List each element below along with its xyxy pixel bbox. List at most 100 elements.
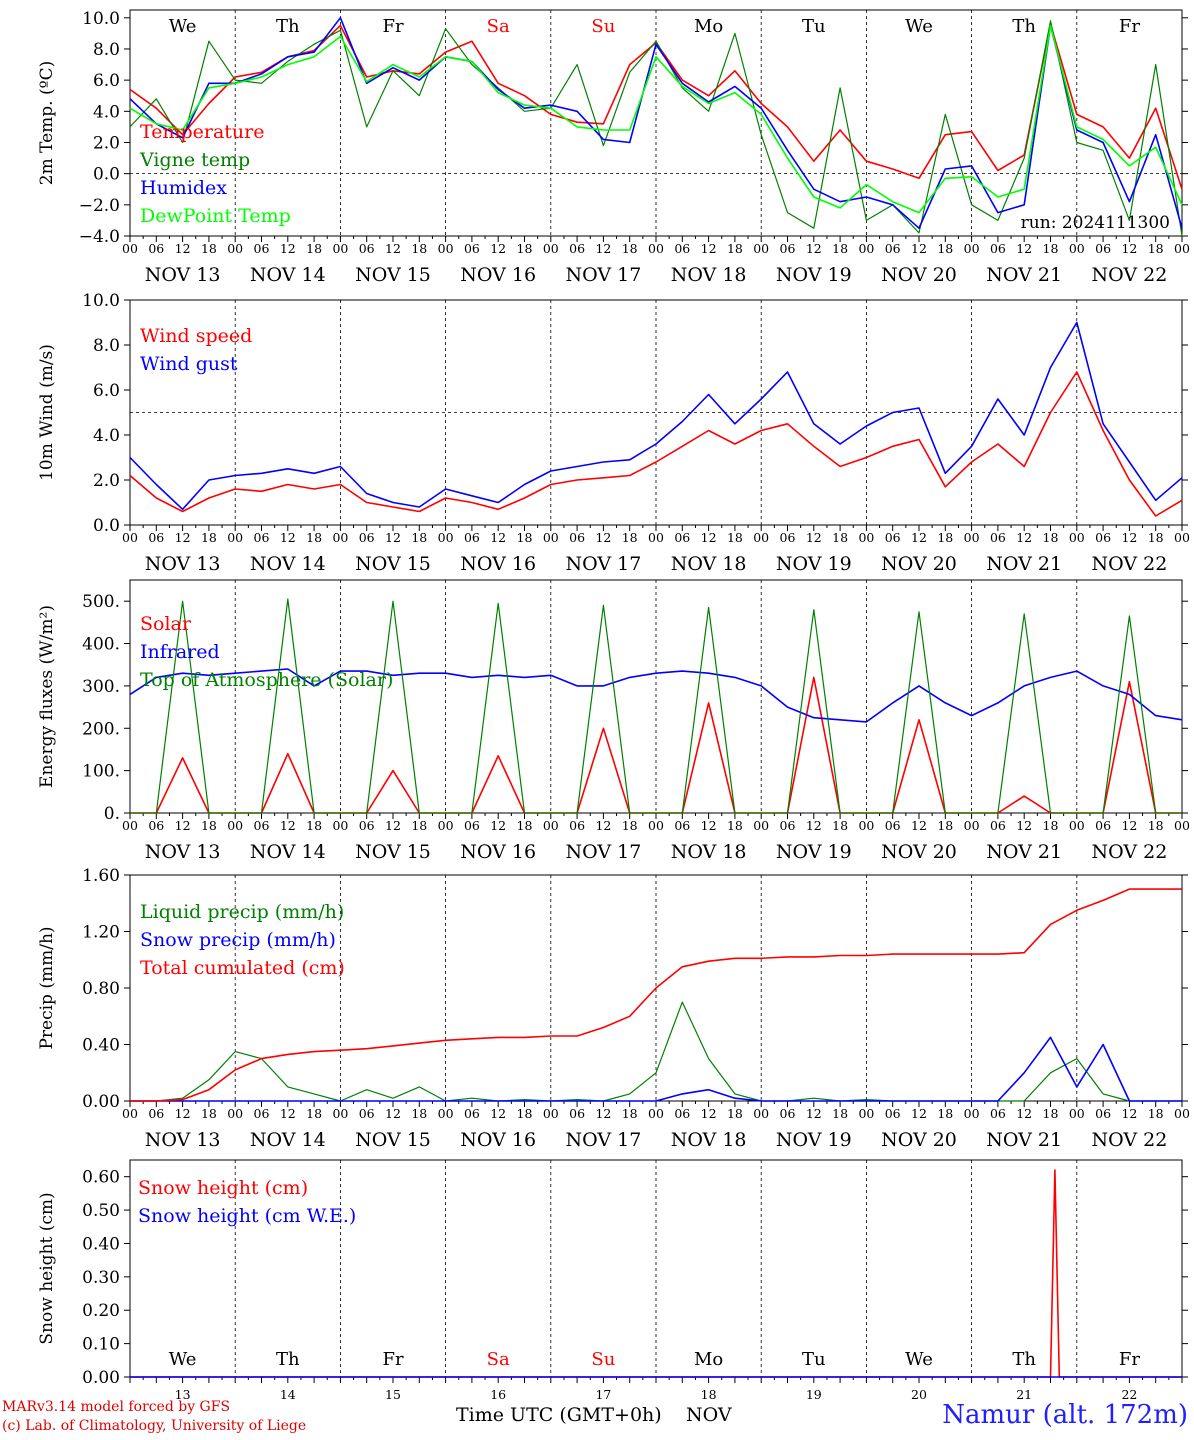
date-label: NOV 14	[250, 1129, 326, 1151]
y-tick-label: 0.00	[82, 1368, 120, 1388]
hour-label: 18	[201, 241, 217, 256]
hour-label: 06	[254, 530, 270, 545]
hour-label: 18	[411, 241, 427, 256]
hour-label: 00	[753, 241, 769, 256]
hour-label: 12	[1121, 530, 1137, 545]
hour-label: 18	[622, 818, 638, 833]
hour-label: 18	[411, 1106, 427, 1121]
legend-entry: Snow precip (mm/h)	[140, 929, 336, 951]
hour-label: 00	[227, 530, 243, 545]
weekday-label: We	[169, 1349, 197, 1370]
hour-label: 06	[885, 530, 901, 545]
day-number-label: 22	[1121, 1387, 1137, 1402]
y-axis-label: 2m Temp. (ºC)	[37, 61, 57, 186]
series-wind-speed	[129, 371, 1183, 517]
date-label: NOV 13	[145, 553, 221, 575]
hour-label: 18	[832, 818, 848, 833]
y-tick-label: 8.0	[93, 40, 120, 60]
hour-label: 12	[1016, 241, 1032, 256]
hour-label: 12	[280, 241, 296, 256]
hour-label: 06	[780, 818, 796, 833]
date-label: NOV 15	[355, 1129, 431, 1151]
date-label: NOV 13	[145, 841, 221, 863]
hour-label: 12	[490, 1106, 506, 1121]
date-label: NOV 16	[460, 1129, 536, 1151]
day-number-label: 15	[385, 1387, 401, 1402]
hour-label: 18	[306, 1106, 322, 1121]
hour-label: 00	[964, 1106, 980, 1121]
hour-label: 00	[648, 530, 664, 545]
hour-label: 12	[385, 1106, 401, 1121]
y-tick-label: 0.40	[82, 1036, 120, 1056]
hour-label: 00	[753, 1106, 769, 1121]
date-label: NOV 17	[565, 264, 641, 286]
date-label: NOV 20	[881, 553, 957, 575]
hour-label: 00	[753, 530, 769, 545]
date-label: NOV 13	[145, 1129, 221, 1151]
y-tick-label: −4.0	[79, 227, 120, 247]
y-tick-label: 200.	[82, 719, 120, 739]
hour-label: 18	[517, 1106, 533, 1121]
hour-label: 00	[438, 241, 454, 256]
day-number-label: 14	[280, 1387, 296, 1402]
series-snow-precip-mm-h	[130, 1036, 1182, 1102]
weekday-label: Mo	[694, 16, 723, 37]
hour-label: 06	[569, 1106, 585, 1121]
hour-label: 12	[280, 818, 296, 833]
weekday-label: Tu	[802, 1349, 826, 1370]
y-tick-label: 2.0	[93, 471, 120, 491]
credit-line-2: (c) Lab. of Climatology, University of L…	[2, 1418, 307, 1434]
hour-label: 12	[385, 530, 401, 545]
day-number-label: 16	[490, 1387, 506, 1402]
hour-label: 12	[595, 818, 611, 833]
date-label: NOV 22	[1091, 1129, 1167, 1151]
series-temperature	[129, 23, 1183, 190]
date-label: NOV 19	[776, 264, 852, 286]
y-tick-label: 10.0	[82, 9, 120, 29]
hour-label: 12	[595, 241, 611, 256]
panel-2: 0.0 2.0 4.0 6.0 8.0 10.0 10m Wind (m/s) 00 06 12 1…	[37, 291, 1190, 575]
y-tick-label: 4.0	[93, 426, 120, 446]
hour-label: 18	[517, 241, 533, 256]
day-number-label: 18	[701, 1387, 717, 1402]
y-tick-label: 0.	[104, 804, 120, 824]
date-label: NOV 22	[1091, 841, 1167, 863]
date-label: NOV 13	[145, 264, 221, 286]
hour-label: 06	[885, 1106, 901, 1121]
hour-label: 18	[622, 241, 638, 256]
hour-label: 06	[1095, 818, 1111, 833]
hour-label: 12	[595, 530, 611, 545]
y-tick-label: 0.80	[82, 979, 120, 999]
date-label: NOV 16	[460, 264, 536, 286]
hour-label: 12	[280, 530, 296, 545]
weekday-label: Th	[276, 1349, 300, 1370]
date-label: NOV 22	[1091, 264, 1167, 286]
hour-label: 18	[201, 530, 217, 545]
hour-label: 18	[201, 1106, 217, 1121]
day-number-label: 19	[806, 1387, 822, 1402]
hour-label: 12	[911, 530, 927, 545]
day-number-label: 13	[175, 1387, 191, 1402]
hour-label: 00	[1174, 1106, 1190, 1121]
hour-label: 06	[148, 818, 164, 833]
hour-label: 12	[1016, 530, 1032, 545]
hour-label: 12	[490, 530, 506, 545]
hour-label: 18	[411, 818, 427, 833]
hour-label: 12	[175, 241, 191, 256]
hour-label: 06	[148, 530, 164, 545]
hour-label: 12	[1016, 1106, 1032, 1121]
hour-label: 12	[175, 818, 191, 833]
weekday-label: Th	[276, 16, 300, 37]
date-label: NOV 16	[460, 841, 536, 863]
hour-label: 12	[385, 818, 401, 833]
hour-label: 00	[648, 818, 664, 833]
hour-label: 18	[1148, 530, 1164, 545]
y-tick-label: 10.0	[82, 291, 120, 311]
y-axis-label: Energy fluxes (W/m²)	[37, 605, 57, 788]
date-label: NOV 18	[671, 553, 747, 575]
hour-label: 12	[490, 818, 506, 833]
hour-label: 12	[701, 530, 717, 545]
date-label: NOV 21	[986, 841, 1062, 863]
series-top-of-atmosphere-solar	[130, 598, 1182, 814]
series-dewpoint-temp	[129, 24, 1183, 214]
